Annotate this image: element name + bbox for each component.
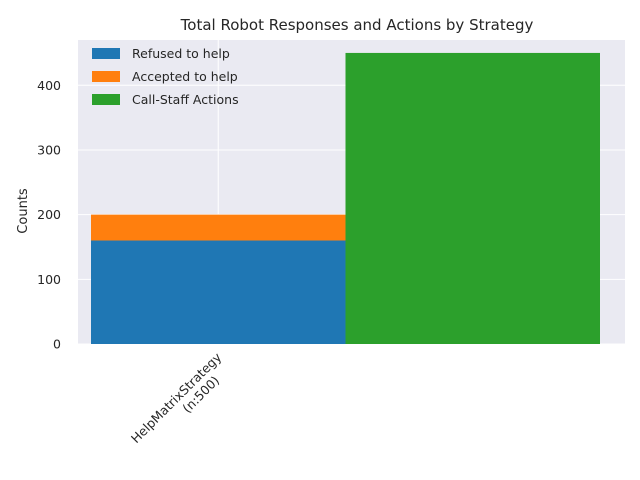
legend-label: Call-Staff Actions: [132, 92, 239, 107]
bars: [91, 52, 600, 345]
x-tick-label: HelpMatrixStrategy(n:500): [128, 349, 235, 456]
y-tick-label: 300: [37, 142, 61, 157]
bar-accepted-to-help: [91, 214, 346, 241]
y-tick-label: 200: [37, 207, 61, 222]
x-tick-labels: HelpMatrixStrategy(n:500): [128, 349, 235, 456]
y-tick-labels: 0 100 200 300 400: [37, 78, 61, 352]
legend-label: Refused to help: [132, 46, 230, 61]
bar-call-staff-actions: [345, 52, 600, 345]
bar-refused-to-help: [91, 240, 346, 344]
y-tick-label: 0: [53, 337, 61, 352]
legend-swatch: [92, 71, 120, 82]
legend-swatch: [92, 94, 120, 105]
y-tick-label: 400: [37, 78, 61, 93]
y-tick-label: 100: [37, 272, 61, 287]
chart-title: Total Robot Responses and Actions by Str…: [180, 16, 534, 34]
y-axis-label: Counts: [16, 188, 31, 234]
legend-swatch: [92, 48, 120, 59]
legend: Refused to help Accepted to help Call-Staf…: [92, 46, 239, 107]
legend-label: Accepted to help: [132, 69, 238, 84]
